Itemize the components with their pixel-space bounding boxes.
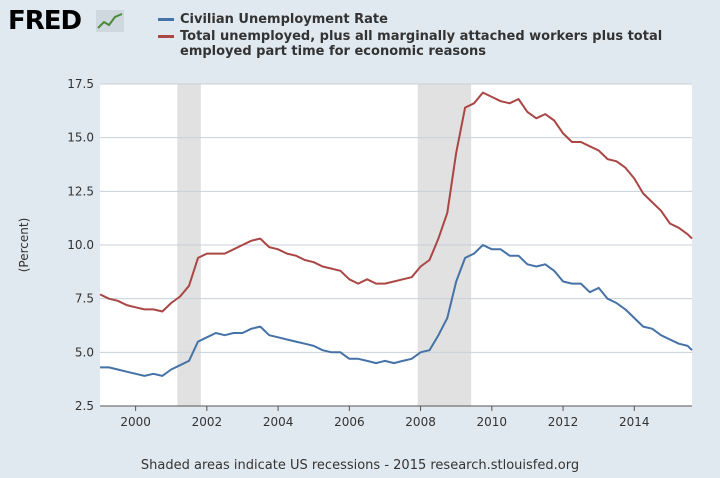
legend-swatch-unemployment-rate — [158, 18, 174, 21]
y-tick-label-1: 2.5 — [75, 399, 94, 413]
y-tick-label-4: 10.0 — [67, 238, 94, 252]
legend-label-u6-rate: Total unemployed, plus all marginally at… — [180, 29, 663, 59]
legend-item-u6-rate[interactable]: Total unemployed, plus all marginally at… — [158, 29, 700, 59]
fred-logo-chart-icon — [96, 10, 124, 32]
fred-logo[interactable]: FRED — [8, 6, 82, 36]
series-line-2 — [99, 91, 693, 313]
legend-item-unemployment-rate[interactable]: Civilian Unemployment Rate — [158, 12, 700, 27]
y-tick-label-7: 17.5 — [67, 77, 94, 91]
y-tick-label-2: 5.0 — [75, 345, 94, 359]
chart-legend: Civilian Unemployment Rate Total unemplo… — [158, 12, 700, 61]
x-tick-label-5: 2008 — [405, 415, 436, 429]
legend-label-unemployment-rate: Civilian Unemployment Rate — [180, 12, 388, 27]
x-tick-label-8: 2014 — [619, 415, 650, 429]
legend-swatch-u6-rate — [158, 35, 174, 38]
x-tick-label-3: 2004 — [263, 415, 294, 429]
y-axis-label: (Percent) — [17, 218, 31, 273]
x-tick-label-1: 2000 — [120, 415, 151, 429]
x-tick-label-4: 2006 — [334, 415, 365, 429]
x-tick-label-6: 2010 — [477, 415, 508, 429]
x-tick-label-7: 2012 — [548, 415, 579, 429]
y-tick-label-3: 7.5 — [75, 292, 94, 306]
x-tick-label-2: 2002 — [192, 415, 223, 429]
footer-note: Shaded areas indicate US recessions - 20… — [140, 458, 580, 473]
y-tick-label-5: 12.5 — [67, 184, 94, 198]
series-line-1 — [100, 244, 693, 377]
y-tick-label-6: 15.0 — [67, 131, 94, 145]
